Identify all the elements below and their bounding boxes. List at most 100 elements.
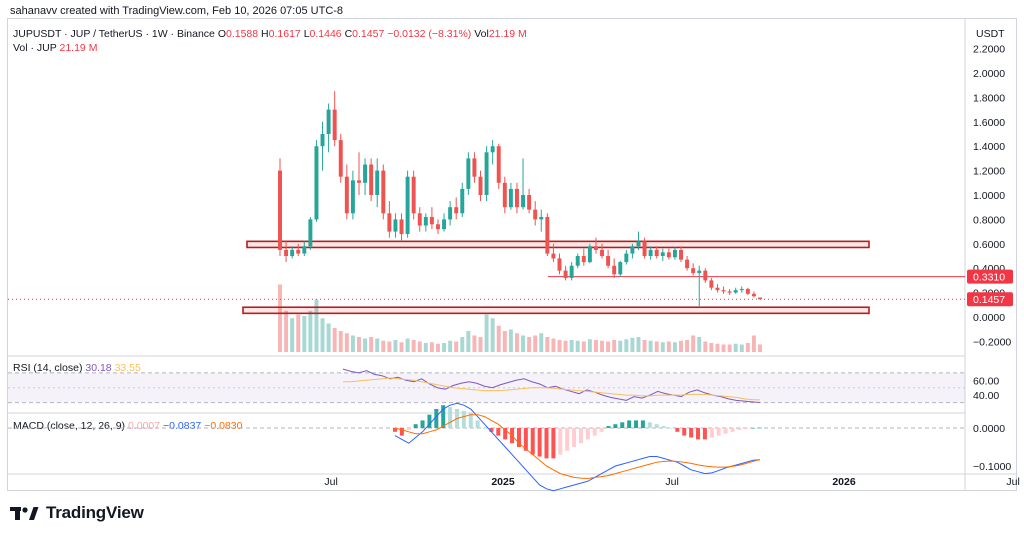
volume-legend[interactable]: Vol · JUP 21.19 M (13, 42, 97, 54)
price-tick-label: 0.8000 (973, 214, 1005, 226)
volume-bar (648, 340, 653, 352)
low-label: L (303, 28, 310, 40)
volume-bar (302, 316, 307, 352)
price-tick-label: 1.6000 (973, 117, 1005, 129)
support-resistance-zone (242, 306, 870, 315)
macd-histogram-bar (606, 426, 611, 428)
price-tick-label: 1.2000 (973, 166, 1005, 178)
macd-histogram-bar (578, 428, 583, 444)
macd-histogram-bar (613, 424, 618, 428)
candle-body (721, 290, 726, 292)
candle-body (751, 293, 756, 297)
candle-body (502, 182, 507, 208)
macd-histogram-bar (572, 428, 577, 447)
volume-bar (357, 337, 361, 352)
volume-bar (636, 337, 641, 352)
candle-body (393, 219, 398, 232)
macd-histogram-bar (592, 428, 597, 436)
open-label: O (217, 28, 226, 40)
candle-body (636, 241, 641, 247)
volume-bar (393, 340, 398, 352)
macd-histogram-bar (565, 428, 570, 451)
volume-bar (587, 339, 592, 352)
macd-histogram-bar (682, 428, 687, 436)
volume-bar (381, 340, 386, 352)
candle-body (326, 109, 331, 134)
volume-bar (484, 314, 489, 352)
macd-histogram-bar (420, 420, 425, 428)
symbol-legend[interactable]: JUPUSDT · JUP / TetherUS · 1W · Binance … (13, 28, 527, 40)
candle-body (618, 262, 623, 275)
macd-legend[interactable]: MACD (close, 12, 26, 9) 0.0007 −0.0837 −… (13, 420, 242, 432)
candle-body (654, 249, 659, 256)
candle-body (302, 246, 307, 254)
candle-body (344, 176, 349, 214)
candle-body (758, 297, 762, 300)
candle-body (660, 252, 665, 256)
time-axis-label: Jul (1006, 476, 1019, 488)
volume-bar (745, 343, 750, 352)
support-resistance-zone (246, 240, 870, 249)
volume-bar (472, 335, 477, 352)
candle-body (381, 170, 386, 214)
volume-bar (545, 337, 550, 352)
volume-bar (387, 341, 392, 352)
macd-histogram-bar (599, 428, 604, 432)
volume-bar (600, 340, 604, 352)
time-axis-label: Jul (324, 476, 337, 488)
macd-histogram-bar (558, 428, 563, 455)
macd-histogram-bar (441, 405, 446, 428)
macd-histogram-bar (448, 407, 453, 428)
macd-histogram-bar (551, 428, 556, 459)
volume-bar (709, 343, 714, 352)
volume-bar (630, 337, 635, 352)
candle-body (338, 140, 343, 177)
candle-body (739, 288, 744, 291)
candle-body (745, 288, 750, 294)
vol-label: Vol (474, 28, 489, 40)
open-value: 0.1588 (226, 28, 259, 40)
symbol-info[interactable]: JUPUSDT · JUP / TetherUS · 1W · Binance (13, 28, 215, 40)
candle-body (314, 146, 319, 220)
macd-histogram-bar (496, 428, 501, 436)
macd-histogram-bar (661, 426, 666, 428)
rsi-label: RSI (14, close) (13, 362, 83, 374)
macd-line (394, 402, 761, 492)
rsi-value: 30.18 (85, 362, 112, 374)
macd-histogram-bar (675, 428, 680, 432)
candle-body (399, 219, 404, 235)
price-tick-label: 2.2000 (973, 44, 1005, 56)
candle-body (557, 258, 562, 271)
candle-body (472, 158, 477, 177)
macd-histogram-bar (406, 428, 411, 430)
volume-bar (672, 342, 677, 352)
macd-histogram-bar (468, 412, 473, 428)
tradingview-logo[interactable]: TradingView (10, 503, 144, 523)
rsi-legend[interactable]: RSI (14, close) 30.18 33.55 (13, 362, 141, 374)
tradingview-logo-icon (10, 507, 39, 520)
volume-bar (344, 333, 349, 352)
candle-body (539, 216, 544, 220)
volume-series-label: Vol · JUP (13, 42, 57, 54)
candle-body (569, 265, 574, 278)
candle-body (466, 158, 471, 189)
candle-body (685, 259, 690, 269)
macd-histogram-bar (585, 428, 590, 440)
candle-body (278, 170, 282, 250)
macd-histogram-bar (647, 422, 652, 428)
macd-histogram-bar (544, 428, 549, 459)
rsi-tick-label: 60.00 (973, 375, 999, 387)
candle-body (527, 195, 532, 210)
volume-bar (581, 341, 586, 352)
volume-bar (721, 344, 726, 352)
chart-frame (7, 18, 1017, 491)
macd-histogram-bar (399, 428, 404, 436)
candle-body (478, 176, 483, 195)
candle-body (350, 180, 355, 214)
volume-bar (284, 310, 289, 352)
macd-histogram-bar (427, 414, 432, 428)
volume-bar (496, 325, 501, 352)
volume-bar (502, 331, 507, 352)
volume-bar (429, 342, 434, 352)
